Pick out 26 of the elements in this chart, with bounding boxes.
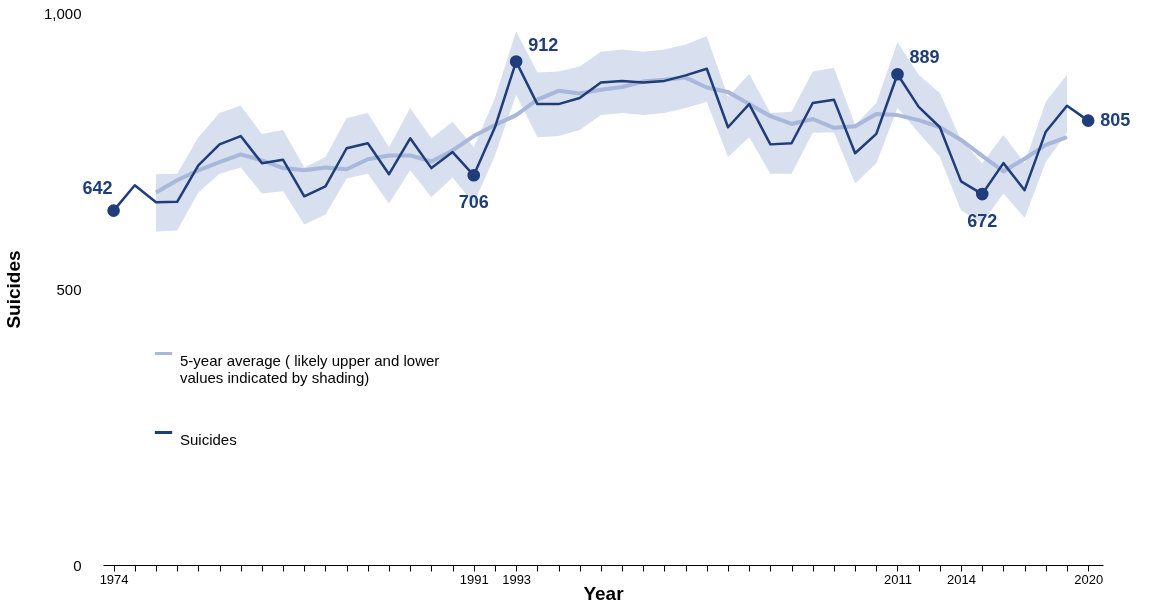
legend-label: 5-year average ( likely upper and lower values indicated by shading) [180, 351, 440, 386]
annotation: 642 [82, 177, 113, 198]
annotation: 805 [1100, 109, 1131, 130]
y-axis-title: Suicides [2, 250, 24, 329]
annotation: 889 [909, 47, 940, 68]
x-tick-label: 1974 [99, 571, 129, 587]
point [975, 187, 989, 201]
y-tick-label: 500 [56, 280, 82, 298]
x-tick-label: 2020 [1074, 571, 1104, 587]
point [509, 55, 523, 68]
annotation: 672 [967, 211, 998, 232]
annotation: 912 [528, 34, 559, 55]
point [891, 67, 904, 81]
point [1081, 114, 1095, 127]
y-tick-label: 0 [73, 556, 82, 574]
x-tick-label: 2014 [947, 571, 977, 587]
legend-label: Suicides [180, 430, 237, 448]
point [107, 204, 120, 217]
line-series [153, 75, 1069, 195]
y-tick-label: 1,000 [43, 4, 82, 22]
x-tick-label: 2011 [884, 571, 912, 587]
point [467, 168, 481, 182]
annotation: 706 [458, 192, 489, 213]
x-tick-label: 1993 [502, 571, 532, 587]
x-axis-title: Year [583, 582, 625, 600]
x-tick-label: 1991 [459, 571, 489, 587]
